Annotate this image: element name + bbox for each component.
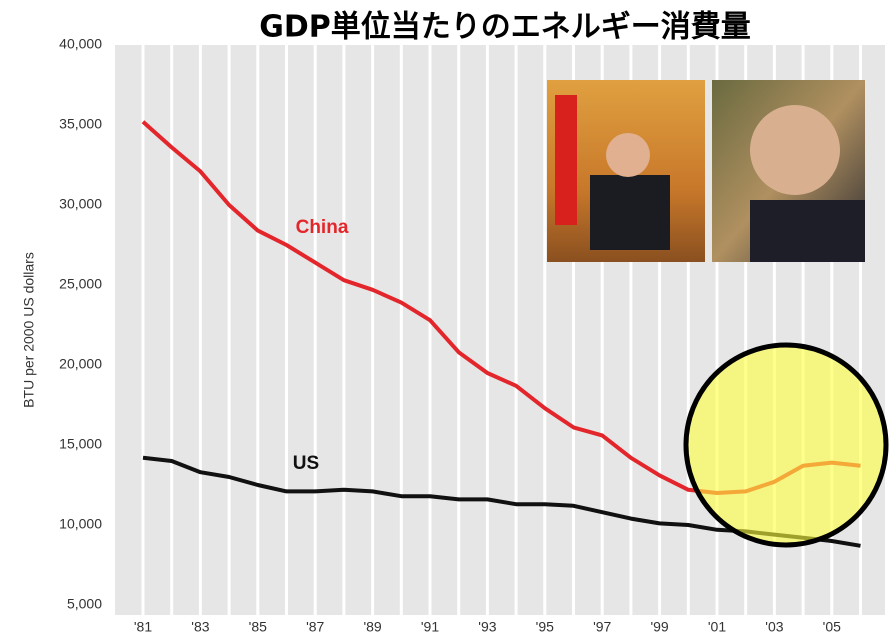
series-label: China bbox=[296, 217, 349, 238]
x-tick-label: '95 bbox=[536, 619, 554, 635]
y-tick-label: 10,000 bbox=[59, 516, 102, 532]
x-tick-label: '81 bbox=[134, 619, 152, 635]
y-tick-label: 5,000 bbox=[67, 596, 102, 612]
photo-figure bbox=[590, 175, 670, 250]
y-tick-label: 15,000 bbox=[59, 436, 102, 452]
x-tick-label: '05 bbox=[823, 619, 841, 635]
y-tick-label: 20,000 bbox=[59, 356, 102, 372]
y-tick-label: 40,000 bbox=[59, 36, 102, 52]
x-tick-label: '91 bbox=[421, 619, 439, 635]
x-tick-label: '97 bbox=[593, 619, 611, 635]
y-tick-label: 25,000 bbox=[59, 276, 102, 292]
y-tick-label: 30,000 bbox=[59, 196, 102, 212]
photo-face bbox=[750, 105, 840, 195]
x-tick-label: '01 bbox=[708, 619, 726, 635]
chart-title: GDP単位当たりのエネルギー消費量 bbox=[259, 10, 751, 45]
series-label: US bbox=[293, 453, 319, 474]
x-tick-label: '89 bbox=[363, 619, 381, 635]
y-tick-label: 35,000 bbox=[59, 116, 102, 132]
highlight-circle bbox=[683, 342, 889, 548]
photo-flag bbox=[555, 95, 577, 225]
x-tick-label: '83 bbox=[191, 619, 209, 635]
x-tick-label: '87 bbox=[306, 619, 324, 635]
x-tick-label: '85 bbox=[249, 619, 267, 635]
x-tick-label: '99 bbox=[650, 619, 668, 635]
photo-figure bbox=[750, 200, 865, 262]
x-tick-label: '93 bbox=[478, 619, 496, 635]
x-tick-label: '03 bbox=[765, 619, 783, 635]
y-axis-label: BTU per 2000 US dollars bbox=[21, 252, 37, 408]
photo-face bbox=[606, 133, 650, 177]
